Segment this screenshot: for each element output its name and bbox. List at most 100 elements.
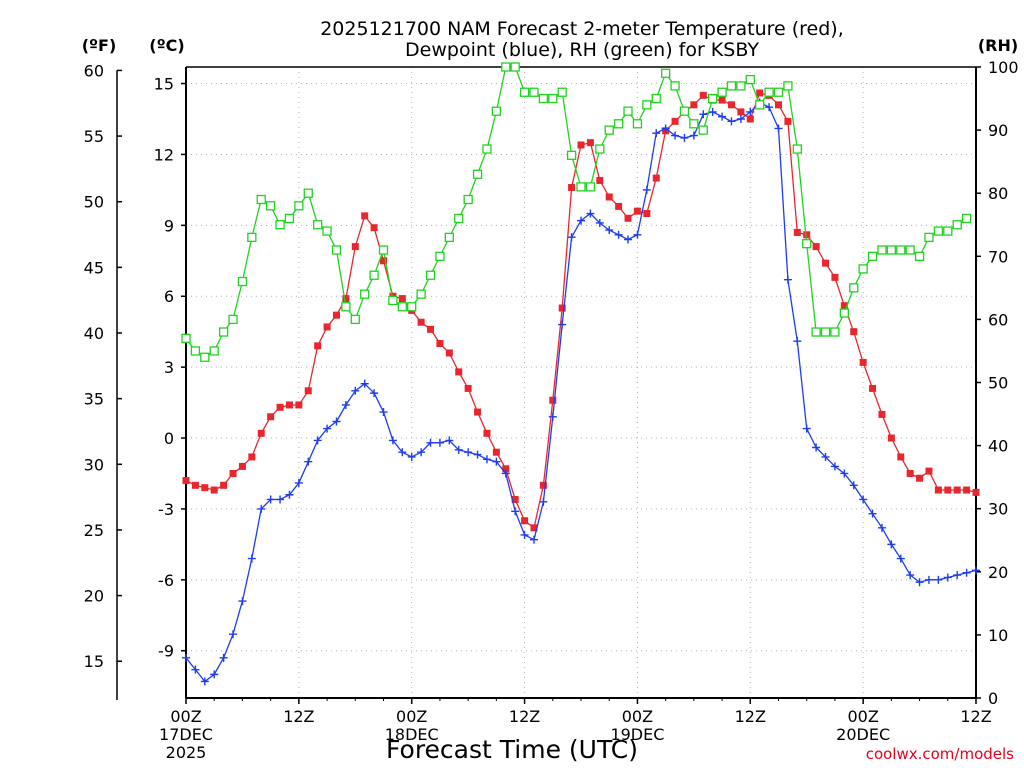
dewpoint-point <box>830 462 839 471</box>
y-fahrenheit-tick-label: 60 <box>84 61 104 80</box>
x-tick-year-label: 2025 <box>166 743 207 762</box>
temperature-point <box>558 304 566 312</box>
y-rh-tick-label: 0 <box>988 689 998 708</box>
temperature-point <box>831 273 839 281</box>
x-axis-label: Forecast Time (UTC) <box>386 735 638 764</box>
dewpoint-point <box>972 566 980 575</box>
dewpoint-point <box>605 226 614 235</box>
rh-point <box>284 213 295 224</box>
rh-point <box>369 270 379 280</box>
dewpoint-point <box>859 495 868 504</box>
temperature-point <box>793 228 801 236</box>
rh-point <box>642 100 652 110</box>
dewpoint-point <box>407 452 416 461</box>
dewpoint-point <box>962 568 971 577</box>
dewpoint-point <box>341 400 350 409</box>
temperature-point <box>718 96 726 104</box>
x-tick-label: 00Z <box>622 707 653 726</box>
temperature-point <box>775 101 782 109</box>
temperature-point <box>276 403 284 411</box>
dewpoint-point <box>492 457 501 466</box>
rh-point <box>548 93 558 104</box>
rh-point <box>566 150 577 160</box>
temperature-point <box>417 318 425 326</box>
rh-point <box>472 169 483 179</box>
rh-line <box>185 66 967 359</box>
rh-point <box>407 302 417 312</box>
x-tick-date-label: 18DEC <box>385 725 439 744</box>
temperature-point <box>737 108 745 116</box>
rh-point <box>792 144 802 154</box>
rh-point <box>820 327 831 337</box>
y-rh-tick-label: 50 <box>988 374 1008 393</box>
rh-point <box>181 333 191 343</box>
rh-point <box>849 283 859 293</box>
dewpoint-point <box>445 436 454 445</box>
y-celsius-tick-label: 3 <box>164 358 174 377</box>
temperature-point <box>972 488 980 496</box>
dewpoint-point <box>736 114 745 123</box>
dewpoint-point <box>802 424 811 433</box>
credit-text: coolwx.com/models <box>866 745 1014 763</box>
temperature-point <box>596 176 604 184</box>
temperature-point <box>295 401 303 409</box>
dewpoint-point <box>482 455 491 464</box>
temperature-point <box>511 495 519 503</box>
dewpoint-point <box>642 185 651 194</box>
y-fahrenheit-tick-label: 50 <box>84 193 104 212</box>
dewpoint-point <box>868 509 877 518</box>
dewpoint-point <box>840 469 849 478</box>
data-series <box>181 62 980 686</box>
rh-point <box>218 327 229 337</box>
temperature-point <box>398 295 406 303</box>
temperature-point <box>906 469 914 477</box>
y-celsius-tick-label: 6 <box>164 287 174 306</box>
rh-point <box>529 87 539 97</box>
rh-point <box>576 182 586 192</box>
dewpoint-point <box>586 209 595 218</box>
rh-point <box>773 87 784 97</box>
dewpoint-point <box>595 218 604 227</box>
rh-point <box>651 93 661 104</box>
dewpoint-point <box>821 452 830 461</box>
temperature-point <box>963 486 971 494</box>
rh-point <box>209 346 219 356</box>
rh-point <box>670 81 680 91</box>
y-rh-tick-label: 30 <box>988 500 1008 519</box>
rh-point <box>510 62 520 72</box>
rh-point <box>858 264 868 274</box>
dewpoint-point <box>943 573 952 582</box>
dewpoint-point <box>689 131 698 140</box>
dewpoint-point <box>511 507 520 516</box>
dewpoint-point <box>577 216 585 225</box>
rh-point <box>341 302 351 312</box>
rh-point <box>378 245 389 255</box>
y-fahrenheit-tick-label: 15 <box>84 652 104 671</box>
rh-point <box>247 232 257 243</box>
rh-point <box>237 276 248 287</box>
dewpoint-point <box>699 110 708 119</box>
dewpoint-point <box>915 578 924 587</box>
rh-point <box>896 245 906 255</box>
dewpoint-point <box>924 575 933 584</box>
rh-point <box>660 68 671 78</box>
temperature-point <box>248 453 256 461</box>
temperature-point <box>492 448 500 456</box>
dewpoint-point <box>210 670 219 679</box>
dewpoint-point <box>633 230 642 239</box>
rh-point <box>294 201 304 211</box>
rh-point <box>482 144 492 154</box>
rh-point <box>933 226 944 236</box>
y-celsius-tick-label: -6 <box>158 571 174 590</box>
dewpoint-point <box>191 665 200 674</box>
rh-point <box>717 87 727 97</box>
y-fahrenheit-tick-label: 45 <box>84 258 104 277</box>
dewpoint-point <box>746 107 755 116</box>
temperature-point <box>878 410 886 418</box>
rh-point <box>454 213 464 224</box>
temperature-point <box>483 429 491 437</box>
dewpoint-point <box>812 443 821 452</box>
dewpoint-point <box>501 469 510 478</box>
temperature-point <box>756 89 764 97</box>
x-tick-label: 00Z <box>396 707 427 726</box>
